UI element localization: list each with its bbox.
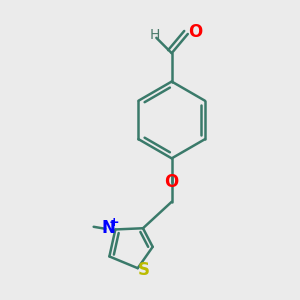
- Text: H: H: [149, 28, 160, 42]
- Text: O: O: [165, 173, 179, 191]
- Text: +: +: [109, 216, 119, 229]
- Text: N: N: [101, 219, 115, 237]
- Text: O: O: [188, 23, 202, 41]
- Text: S: S: [138, 261, 150, 279]
